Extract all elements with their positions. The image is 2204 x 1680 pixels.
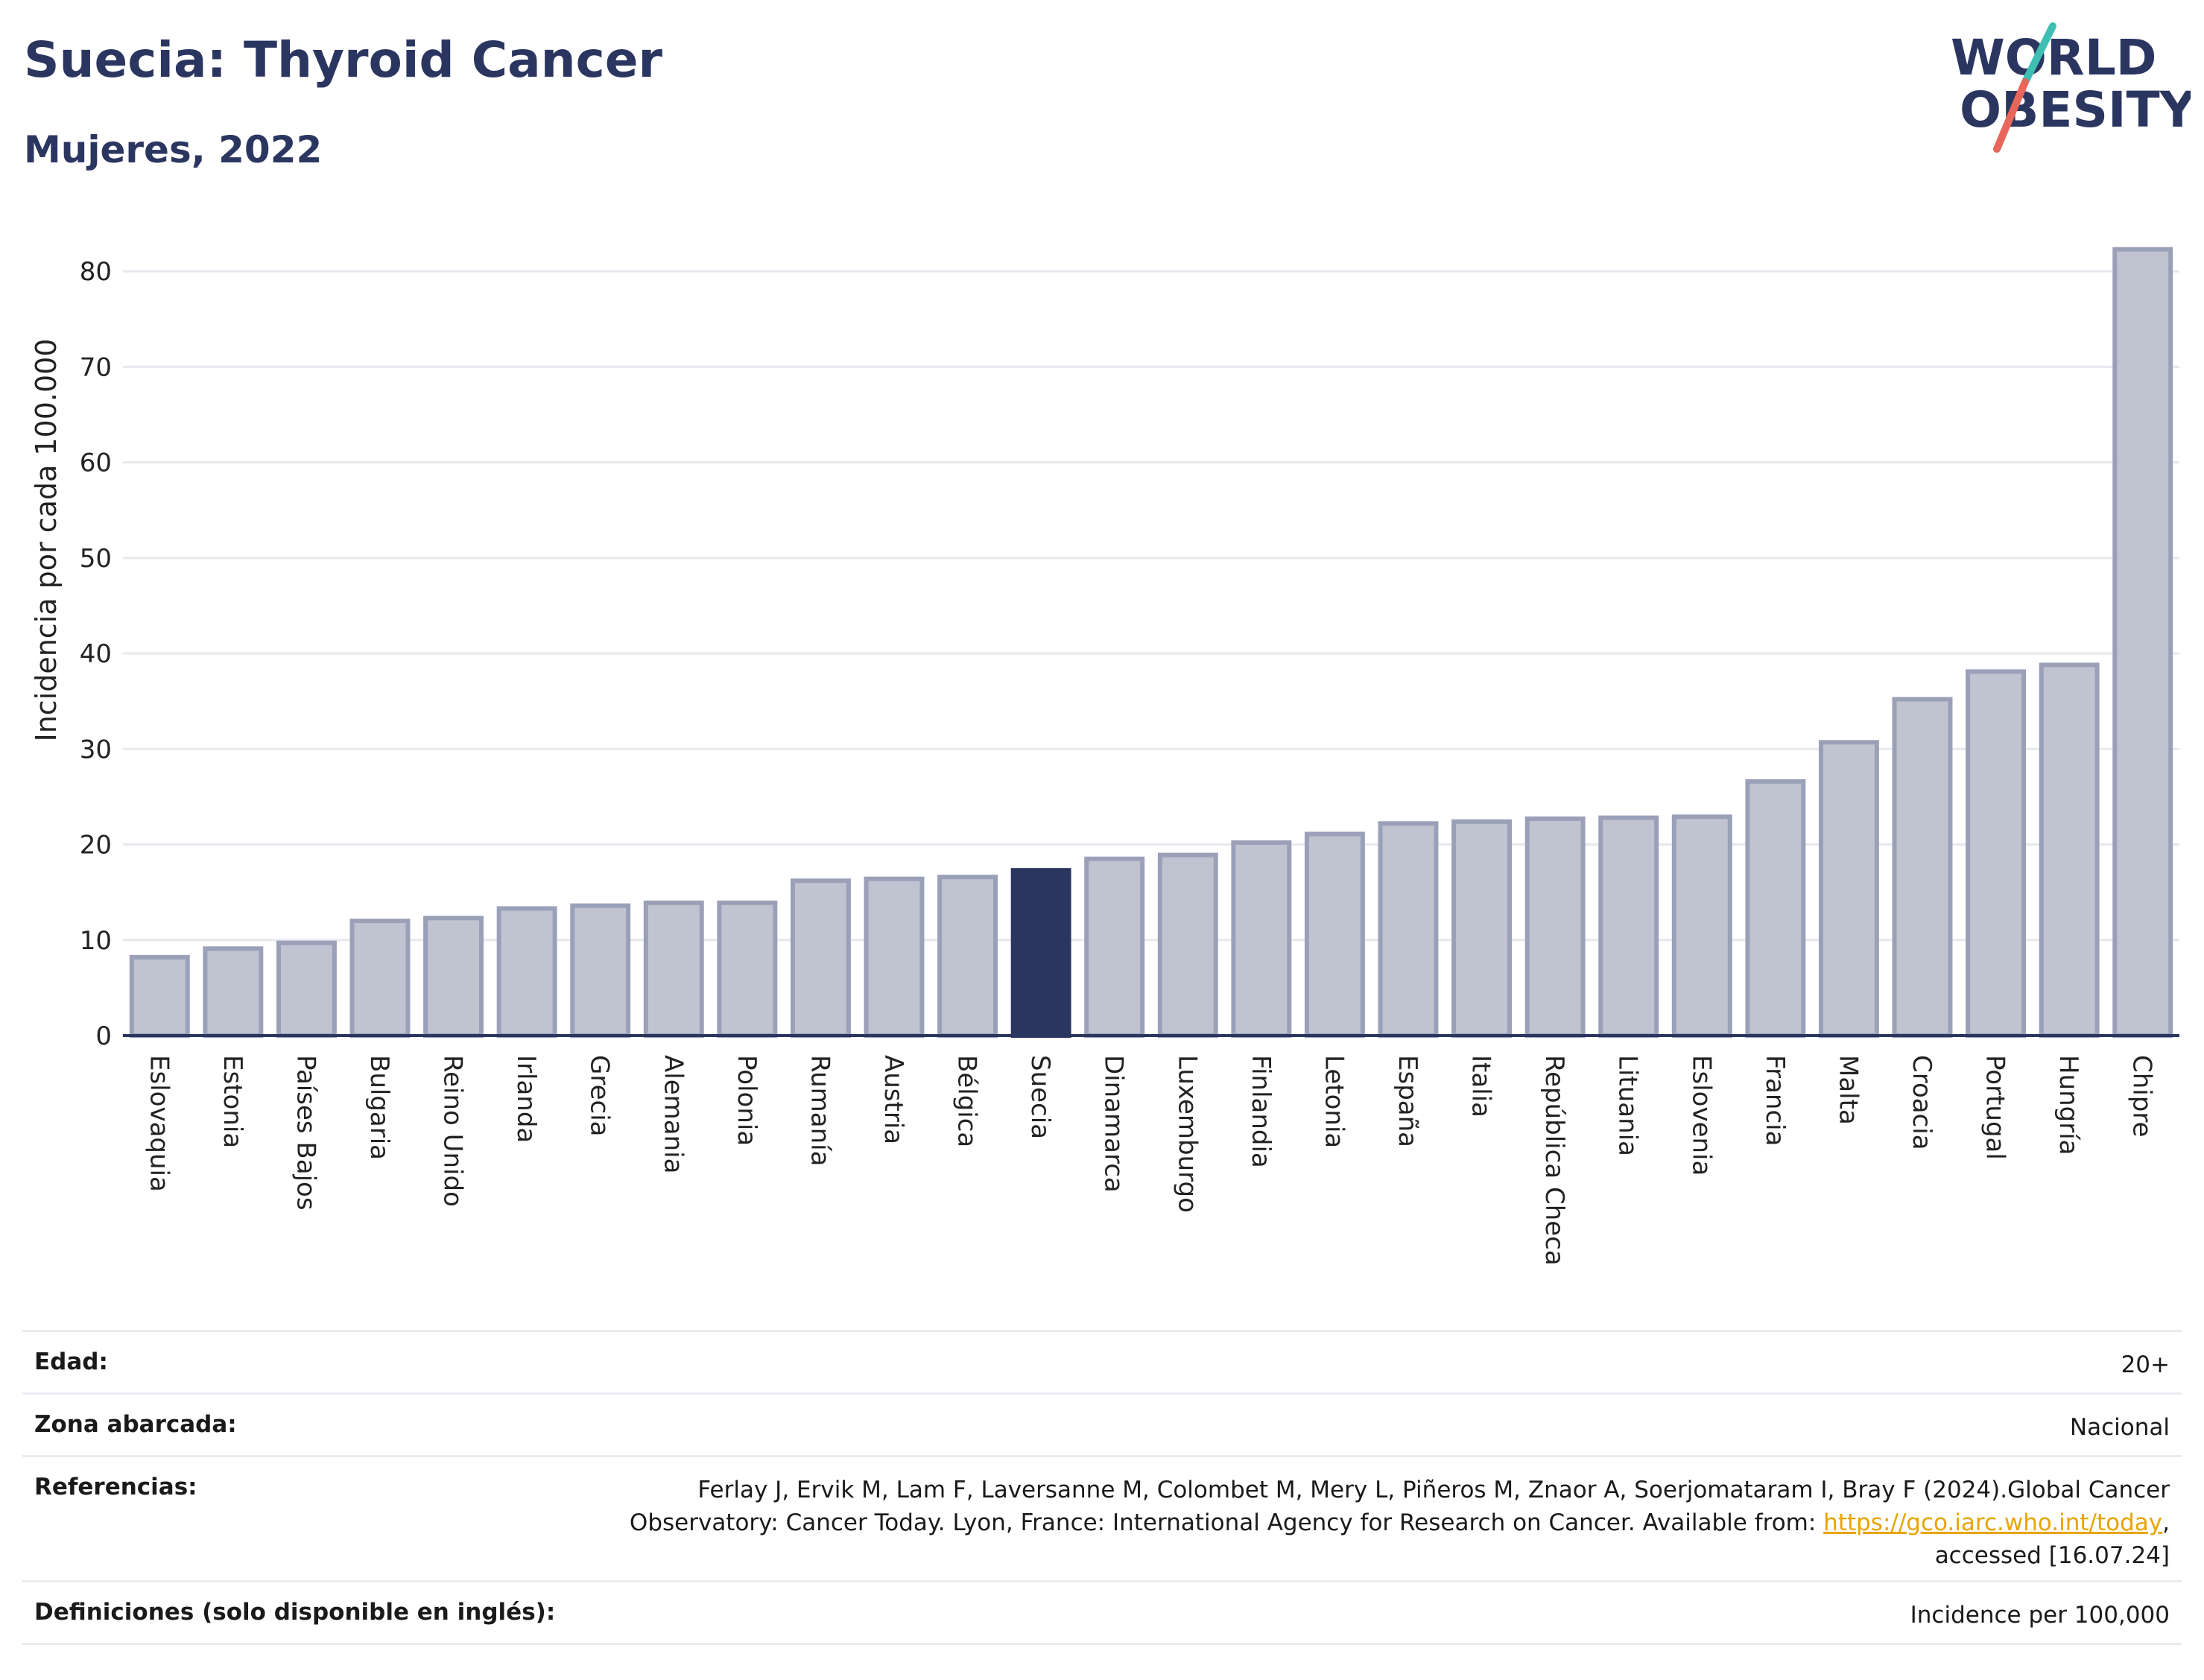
- x-tick-label: Bulgaria: [364, 1055, 394, 1160]
- bar: [864, 876, 925, 1038]
- chart-subtitle: Mujeres, 2022: [24, 128, 323, 171]
- x-tick-label: Rumanía: [805, 1055, 835, 1166]
- y-tick-label: 50: [80, 544, 112, 574]
- x-tick-label: Irlanda: [511, 1055, 541, 1143]
- bar: [423, 916, 484, 1039]
- bar: [570, 903, 631, 1038]
- x-tick-label: Malta: [1833, 1055, 1863, 1125]
- x-tick-label: Luxemburgo: [1172, 1055, 1202, 1213]
- svg-text:OBESITY: OBESITY: [1960, 81, 2191, 139]
- y-tick-label: 80: [80, 257, 112, 287]
- reference-text: Ferlay J, Ervik M, Lam F, Laversanne M, …: [629, 1477, 2170, 1536]
- svg-text:WORLD: WORLD: [1951, 29, 2157, 86]
- bar: [1378, 821, 1439, 1038]
- bar: [349, 919, 411, 1039]
- y-tick-label: 40: [80, 639, 112, 669]
- bar: [1451, 819, 1513, 1038]
- x-tick-label: Eslovenia: [1686, 1055, 1716, 1176]
- meta-key: Edad:: [34, 1348, 108, 1375]
- x-tick-label: Finlandia: [1246, 1055, 1276, 1168]
- world-obesity-logo: WORLD OBESITY: [1951, 22, 2191, 153]
- bar: [1671, 814, 1732, 1038]
- y-tick-label: 70: [80, 352, 112, 382]
- x-tick-label: República Checa: [1539, 1055, 1569, 1266]
- x-tick-label: Lituania: [1613, 1055, 1643, 1156]
- reference-link[interactable]: https://gco.iarc.who.int/today: [1823, 1509, 2163, 1536]
- bar: [2112, 247, 2173, 1038]
- meta-value: Ferlay J, Ervik M, Lam F, Laversanne M, …: [605, 1474, 2170, 1572]
- x-tick-label: Italia: [1466, 1055, 1496, 1118]
- y-tick-label: 10: [80, 926, 112, 956]
- chart-title: Suecia: Thyroid Cancer: [24, 31, 663, 89]
- bar: [643, 900, 704, 1038]
- x-tick-label: Austria: [878, 1055, 908, 1144]
- x-tick-label: Reino Unido: [438, 1055, 468, 1207]
- reference-text-end: , accessed [16.07.24]: [1934, 1509, 2170, 1569]
- x-tick-label: Hungría: [2053, 1055, 2083, 1156]
- bar: [1157, 852, 1218, 1038]
- y-tick-label: 20: [80, 831, 112, 860]
- meta-row-age: Edad: 20+: [22, 1332, 2182, 1395]
- x-tick-label: Países Bajos: [291, 1055, 320, 1211]
- x-tick-label: Portugal: [1980, 1055, 2010, 1160]
- bar: [717, 900, 778, 1038]
- y-axis-label: Incidencia por cada 100.000: [30, 338, 63, 741]
- meta-key: Zona abarcada:: [34, 1411, 237, 1438]
- x-tick-label: Suecia: [1025, 1055, 1055, 1139]
- bar: [1818, 740, 1879, 1038]
- y-tick-label: 60: [80, 448, 112, 478]
- bar: [1598, 815, 1659, 1038]
- x-tick-label: Grecia: [585, 1055, 615, 1136]
- x-tick-label: Estonia: [218, 1055, 247, 1148]
- meta-row-references: Referencias: Ferlay J, Ervik M, Lam F, L…: [22, 1457, 2182, 1582]
- x-tick-label: Francia: [1760, 1055, 1790, 1146]
- bar: [790, 878, 851, 1038]
- x-tick-label: Chipre: [2127, 1055, 2157, 1137]
- bar: [276, 940, 337, 1039]
- bar: [1745, 779, 1806, 1039]
- bar-highlight: [1010, 868, 1071, 1039]
- bar: [1304, 831, 1365, 1039]
- x-tick-label: Letonia: [1319, 1055, 1349, 1148]
- bar: [1966, 669, 2027, 1038]
- metadata-table: Edad: 20+ Zona abarcada: Nacional Refere…: [22, 1330, 2182, 1645]
- meta-value: Nacional: [2069, 1414, 2170, 1441]
- bar: [937, 875, 998, 1038]
- x-tick-label: Dinamarca: [1099, 1055, 1129, 1193]
- y-tick-label: 30: [80, 735, 112, 764]
- bar: [129, 954, 190, 1038]
- x-tick-label: Eslovaquia: [144, 1055, 174, 1192]
- x-tick-label: España: [1393, 1055, 1422, 1147]
- bar: [1892, 697, 1953, 1038]
- bar-chart: 0 10 20 30 40 50 60 70 80 Incidencia por cada 100…: [30, 247, 2179, 1266]
- meta-key: Referencias:: [34, 1474, 197, 1500]
- bar: [496, 906, 557, 1038]
- bar: [1231, 840, 1292, 1039]
- bar: [1524, 816, 1586, 1038]
- bar: [2039, 662, 2100, 1039]
- x-tick-label: Alemania: [658, 1055, 688, 1173]
- bar: [203, 946, 264, 1039]
- meta-value: 20+: [2121, 1351, 2170, 1378]
- x-tick-label: Croacia: [1907, 1055, 1937, 1150]
- meta-row-area: Zona abarcada: Nacional: [22, 1395, 2182, 1457]
- bar: [1084, 856, 1145, 1038]
- meta-key: Definiciones (solo disponible en inglés)…: [34, 1599, 556, 1626]
- meta-row-definitions: Definiciones (solo disponible en inglés)…: [22, 1582, 2182, 1645]
- meta-value: Incidence per 100,000: [1910, 1602, 2170, 1629]
- x-tick-label: Bélgica: [952, 1055, 982, 1147]
- x-tick-label: Polonia: [732, 1055, 761, 1146]
- y-tick-label: 0: [95, 1021, 112, 1051]
